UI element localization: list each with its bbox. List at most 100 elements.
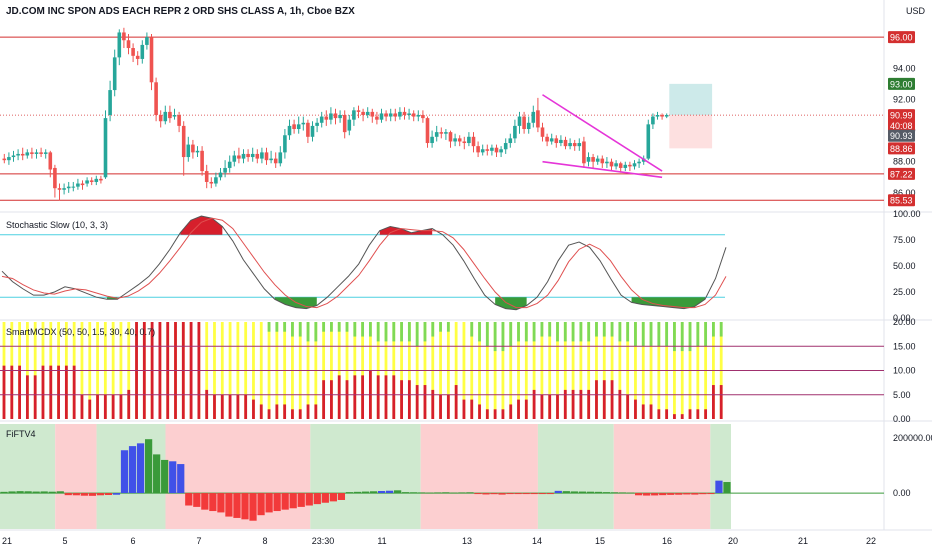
fiftv-bg-segment (0, 424, 56, 529)
candle-body (563, 139, 568, 147)
chart-title: JD.COM INC SPON ADS EACH REPR 2 ORD SHS … (6, 6, 355, 17)
candle-body (356, 110, 361, 112)
fiftv-bar (626, 492, 635, 494)
candle-body (85, 180, 89, 184)
mcdx-red-bar (361, 375, 365, 419)
fiftv-bar (193, 493, 201, 507)
candle-body (172, 115, 177, 117)
fiftv-bar (667, 493, 675, 495)
mcdx-red-bar (330, 380, 333, 419)
candle-body (140, 44, 145, 59)
stoch-oversold-fill (631, 297, 706, 309)
mcdx-red-bar (618, 389, 622, 419)
candle-body (591, 157, 595, 162)
fiftv-bar (305, 493, 313, 506)
mcdx-red-bar (595, 380, 598, 419)
fiftv-bar (369, 491, 378, 494)
mcdx-green-bar (556, 322, 559, 342)
candle-body (338, 115, 342, 119)
candle-body (402, 111, 407, 115)
fiftv-bar (466, 492, 474, 494)
candle-body (39, 152, 43, 154)
mcdx-red-bar (602, 380, 606, 419)
mcdx-red-bar (96, 394, 99, 419)
smartmcdx-pane[interactable]: 0.00 5.00 10.00 15.00 20.00 SmartMCDX (50, 50… (0, 317, 916, 424)
mcdx-red-bar (41, 365, 45, 419)
mcdx-green-bar (392, 322, 396, 342)
candle-body (632, 163, 637, 167)
fiftv-bar (707, 493, 715, 495)
mcdx-red-bar (88, 399, 92, 419)
candle-body (310, 125, 315, 137)
mcdx-green-bar (509, 322, 513, 347)
candle-body (522, 116, 526, 130)
fiftv-bar (40, 491, 48, 494)
fiftv-tick-label: 0.00 (893, 488, 911, 498)
mcdx-green-bar (673, 322, 676, 352)
candle-body (48, 152, 53, 170)
candle-body (53, 167, 57, 189)
level-label: 85.53 (890, 196, 913, 206)
mcdx-red-bar (540, 394, 544, 419)
stoch-tick-label: 25.00 (893, 287, 916, 297)
fiftv-bg-segment (420, 424, 538, 529)
fiftv-bar (185, 493, 193, 506)
candle-body (260, 152, 264, 159)
fiftv-bar (112, 493, 121, 495)
candle-body (283, 135, 287, 153)
mcdx-green-bar (610, 322, 614, 337)
price-label: 90.93 (890, 131, 913, 141)
candle-body (499, 149, 503, 153)
candle-body (448, 132, 453, 142)
mcdx-red-bar (220, 394, 224, 419)
fiftv-tick-label: 200000.00 (893, 433, 932, 443)
mcdx-green-bar (415, 322, 419, 347)
mcdx-red-bar (392, 375, 396, 419)
x-tick-label: 5 (62, 536, 67, 546)
mcdx-green-bar (470, 322, 474, 337)
candle-body (462, 141, 467, 144)
stochastic-pane[interactable]: 0.00 25.00 50.00 75.00 100.00 Stochastic Slow… (0, 209, 921, 323)
candle-body (126, 40, 131, 49)
candle-body (30, 152, 34, 154)
x-tick-label: 8 (262, 536, 267, 546)
x-tick-label: 6 (130, 536, 135, 546)
candle-body (582, 141, 586, 164)
mcdx-green-bar (439, 322, 442, 332)
price-pane[interactable]: 86.0088.0090.0092.0094.0096.0087.2285.53… (0, 27, 916, 207)
candle-body (398, 111, 402, 117)
candle-body (11, 155, 16, 158)
candle-body (209, 181, 214, 184)
candle-body (503, 143, 508, 150)
x-tick-label: 22 (866, 536, 876, 546)
x-tick-label: 23:30 (312, 536, 335, 546)
mcdx-red-bar (267, 409, 271, 419)
candle-body (577, 143, 582, 147)
candle-body (241, 153, 246, 159)
candle-body (453, 138, 457, 142)
fiftv-bar (610, 492, 619, 494)
fiftv-bar (490, 493, 498, 495)
mcdx-red-bar (509, 404, 513, 419)
mcdx-red-bar (587, 389, 591, 419)
mcdx-green-bar (446, 322, 450, 332)
mcdx-green-bar (431, 322, 435, 337)
mcdx-red-bar (485, 409, 489, 419)
fiftv-bar (0, 491, 8, 494)
mcdx-red-bar (259, 404, 263, 419)
fiftv-bar (201, 493, 209, 510)
fiftv4-pane[interactable]: 0.00 200000.00 FiFTV4 (0, 424, 932, 529)
price-label-bg (888, 129, 915, 142)
candle-body (214, 177, 218, 184)
mcdx-red-bar (696, 409, 700, 419)
fiftv-bar (225, 493, 233, 517)
fiftv-bar (514, 493, 522, 495)
mcdx-green-bar (353, 322, 357, 337)
fiftv-title: FiFTV4 (6, 429, 36, 439)
fiftv-bar (554, 490, 562, 494)
price-tick-label: 92.00 (893, 94, 916, 104)
candle-body (80, 183, 85, 186)
fiftv-bar (394, 490, 402, 494)
mcdx-red-bar (127, 389, 131, 419)
